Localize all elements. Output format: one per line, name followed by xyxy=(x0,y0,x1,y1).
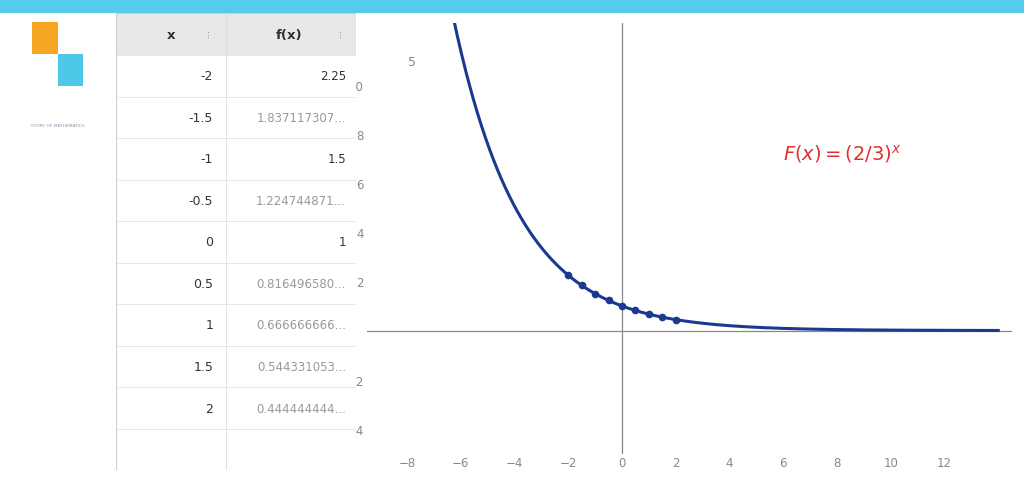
Text: 1: 1 xyxy=(339,236,346,249)
Text: 0: 0 xyxy=(205,236,213,249)
Text: -1.5: -1.5 xyxy=(188,111,213,124)
Text: 0.544331053...: 0.544331053... xyxy=(257,360,346,373)
Polygon shape xyxy=(57,23,83,55)
Text: STORY OF MATHEMATICS: STORY OF MATHEMATICS xyxy=(31,123,85,127)
Text: 0.816496580...: 0.816496580... xyxy=(257,277,346,290)
Text: ⁝: ⁝ xyxy=(339,31,342,40)
Polygon shape xyxy=(33,23,57,55)
Text: 2.25: 2.25 xyxy=(319,70,346,83)
Text: 1: 1 xyxy=(205,319,213,332)
Text: -2: -2 xyxy=(201,70,213,83)
Bar xyxy=(116,429,356,470)
Text: ⁝: ⁝ xyxy=(207,31,210,40)
Bar xyxy=(116,305,356,346)
Bar xyxy=(116,346,356,387)
Bar xyxy=(116,14,356,56)
Text: f(x): f(x) xyxy=(275,29,302,42)
Text: SOM: SOM xyxy=(38,93,78,108)
Bar xyxy=(116,56,356,97)
Bar xyxy=(116,387,356,429)
Text: 0.444444444...: 0.444444444... xyxy=(256,402,346,415)
Text: 1.837117307...: 1.837117307... xyxy=(256,111,346,124)
Text: -1: -1 xyxy=(201,153,213,166)
Text: 0.5: 0.5 xyxy=(194,277,213,290)
Text: -0.5: -0.5 xyxy=(188,194,213,207)
Text: 0.666666666...: 0.666666666... xyxy=(256,319,346,332)
Text: 1.5: 1.5 xyxy=(194,360,213,373)
Polygon shape xyxy=(33,55,57,86)
Bar xyxy=(116,222,356,263)
Text: 1.5: 1.5 xyxy=(328,153,346,166)
Bar xyxy=(116,139,356,180)
Bar xyxy=(116,97,356,139)
Polygon shape xyxy=(57,55,83,86)
Text: 1.224744871...: 1.224744871... xyxy=(256,194,346,207)
Text: $F(x) = (2/3)^x$: $F(x) = (2/3)^x$ xyxy=(783,143,902,165)
Text: x: x xyxy=(167,29,175,42)
Bar xyxy=(116,180,356,222)
Text: 2: 2 xyxy=(205,402,213,415)
Text: 5: 5 xyxy=(409,56,417,69)
Bar xyxy=(116,263,356,305)
